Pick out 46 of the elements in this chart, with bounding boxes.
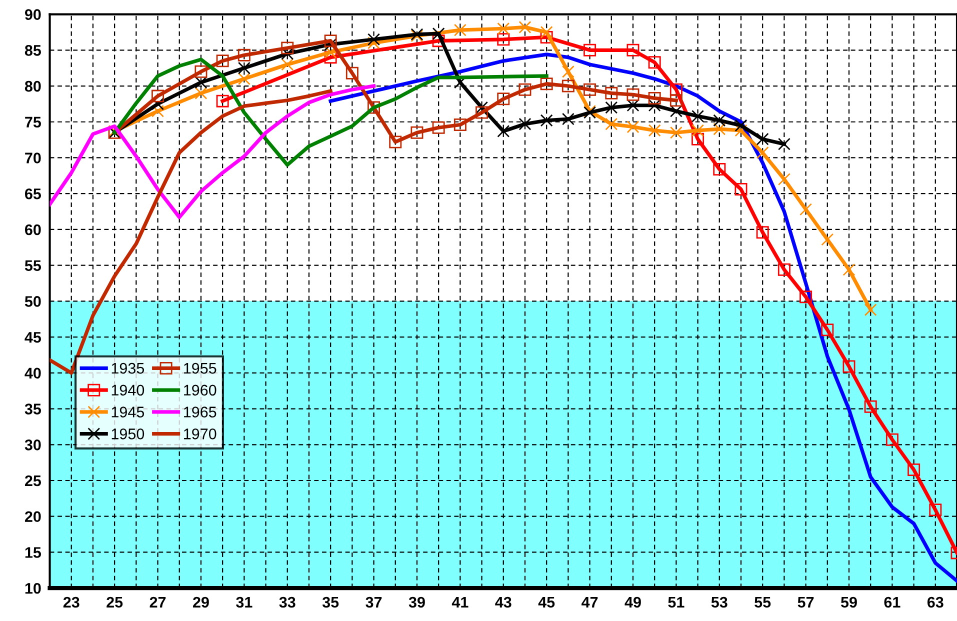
legend-label: 1970: [184, 428, 216, 440]
x-tick-label: 41: [452, 596, 468, 608]
x-tick-label: 55: [754, 596, 771, 608]
legend-label: 1965: [184, 406, 216, 418]
x-tick-label: 37: [366, 596, 382, 608]
y-tick-label: 75: [25, 116, 42, 128]
x-tick-label: 23: [63, 596, 80, 608]
y-tick-label: 45: [24, 332, 42, 343]
y-tick-label: 85: [24, 45, 42, 56]
x-tick-label: 31: [236, 596, 252, 608]
x-tick-label: 29: [193, 596, 209, 608]
x-tick-label: 61: [884, 596, 900, 608]
y-tick-label: 25: [24, 475, 42, 486]
y-tick-label: 40: [24, 368, 41, 379]
x-tick-label: 59: [840, 596, 857, 608]
x-tick-label: 33: [279, 596, 296, 608]
y-tick-label: 60: [25, 224, 41, 236]
legend-label: 1935: [112, 362, 144, 374]
x-tick-label: 27: [150, 596, 166, 608]
y-tick-label: 15: [25, 547, 42, 558]
x-tick-label: 39: [408, 596, 425, 608]
x-tick-label: 49: [624, 596, 641, 608]
x-tick-label: 63: [927, 596, 944, 608]
y-tick-label: 10: [25, 582, 41, 594]
y-tick-label: 35: [24, 404, 42, 414]
legend-label: 1945: [112, 406, 144, 418]
y-tick-label: 20: [24, 511, 41, 522]
legend-label: 1940: [112, 384, 144, 396]
x-tick-label: 47: [582, 596, 598, 608]
x-tick-label: 35: [322, 596, 339, 608]
x-tick-label: 25: [106, 596, 123, 608]
y-tick-label: 30: [24, 440, 41, 450]
y-tick-label: 50: [24, 296, 41, 307]
x-tick-label: 45: [538, 596, 555, 608]
y-tick-label: 90: [24, 9, 41, 20]
y-tick-label: 70: [25, 152, 41, 164]
legend-label: 1950: [112, 428, 144, 440]
legend-label: 1960: [184, 384, 216, 396]
legend-label: 1955: [184, 362, 216, 374]
x-tick-label: 57: [798, 596, 814, 608]
x-tick-label: 53: [711, 596, 728, 608]
y-tick-label: 80: [24, 80, 41, 92]
x-tick-label: 43: [495, 596, 512, 608]
y-tick-label: 55: [24, 260, 42, 272]
y-tick-label: 65: [25, 188, 42, 200]
x-tick-label: 51: [668, 596, 684, 608]
